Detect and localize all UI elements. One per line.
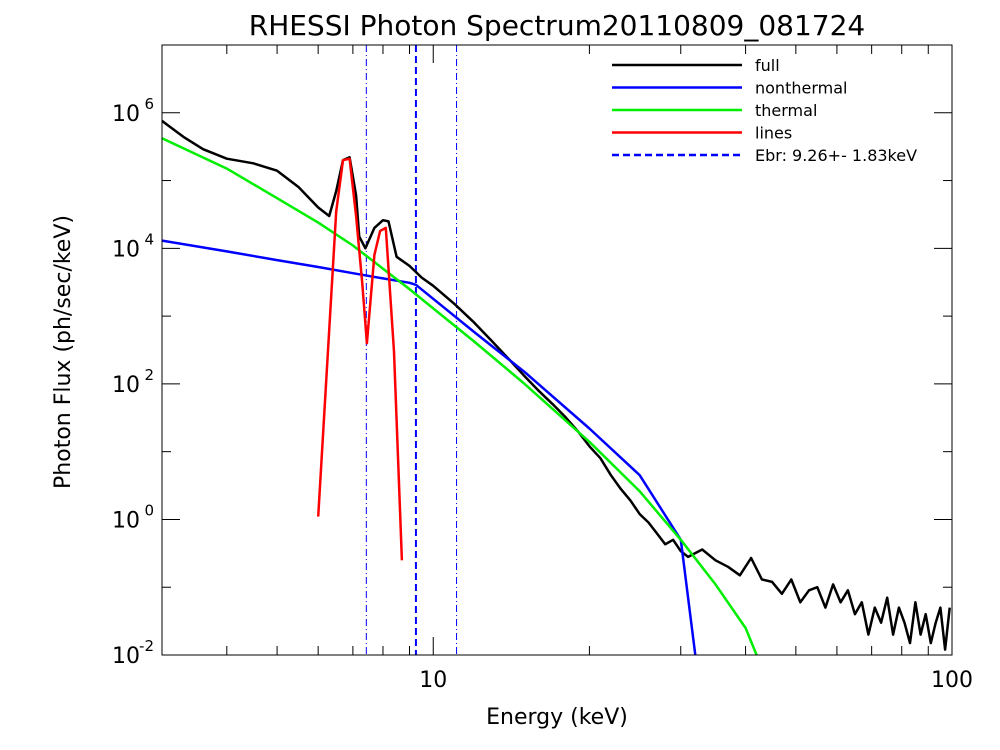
y-axis-label: Photon Flux (ph/sec/keV) bbox=[51, 215, 76, 489]
series-group bbox=[162, 45, 951, 655]
legend-label-full: full bbox=[755, 56, 780, 75]
y-tick-label: 10 bbox=[112, 644, 140, 669]
y-tick-exponent: 4 bbox=[144, 230, 154, 248]
y-tick-label: 10 bbox=[112, 508, 140, 533]
legend-label-thermal: thermal bbox=[755, 101, 817, 120]
y-tick-label: 10 bbox=[112, 102, 140, 127]
legend-label-lines: lines bbox=[755, 124, 792, 143]
series-line-full bbox=[162, 119, 951, 651]
y-tick-exponent: 2 bbox=[144, 366, 154, 384]
x-tick-label: 100 bbox=[931, 668, 973, 693]
y-tick-label: 10 bbox=[112, 373, 140, 398]
series-line-nonthermal bbox=[162, 239, 697, 655]
y-tick-exponent: -2 bbox=[139, 637, 154, 655]
series-line-thermal bbox=[162, 137, 758, 655]
plot-frame bbox=[161, 44, 953, 656]
chart-title: RHESSI Photon Spectrum20110809_081724 bbox=[249, 9, 866, 42]
legend-label-break-energy: Ebr: 9.26+- 1.83keV bbox=[755, 146, 917, 165]
x-axis-label: Energy (keV) bbox=[486, 705, 628, 730]
y-tick-exponent: 6 bbox=[144, 95, 154, 113]
legend-label-nonthermal: nonthermal bbox=[755, 79, 847, 98]
y-tick-exponent: 0 bbox=[144, 501, 154, 519]
plot-area bbox=[162, 45, 951, 655]
legend: full nonthermal thermal lines Ebr: 9.26+- 1.… bbox=[612, 56, 917, 165]
x-tick-label: 10 bbox=[419, 668, 447, 693]
y-tick-label: 10 bbox=[112, 237, 140, 262]
series-line-lines bbox=[316, 157, 404, 561]
